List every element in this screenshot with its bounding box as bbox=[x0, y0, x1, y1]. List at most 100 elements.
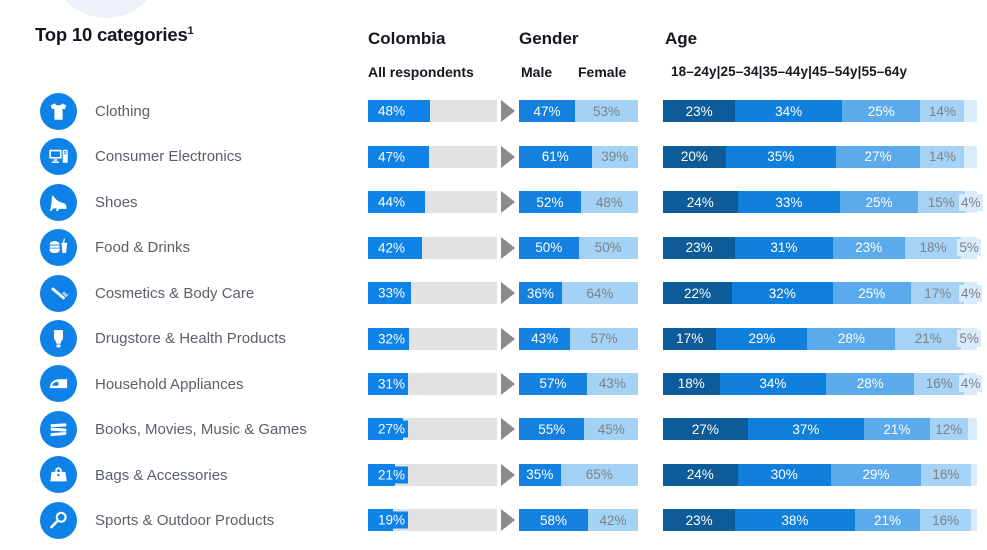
arrow-right-icon bbox=[501, 372, 515, 395]
age-segment-35-44y: 28% bbox=[807, 327, 896, 350]
category-row: Food & Drinks 42% 50% 50% 23% 31% 23% 18% 5% bbox=[0, 225, 987, 270]
age-segment-45-54y: 16% bbox=[921, 463, 971, 486]
category-row: Cosmetics & Body Care 33% 36% 64% 22% 32%… bbox=[0, 271, 987, 316]
category-row: Books, Movies, Music & Games 27% 55% 45%… bbox=[0, 407, 987, 452]
colombia-bar: 27% bbox=[368, 418, 497, 441]
female-segment: 45% bbox=[584, 418, 638, 441]
age-value: 23% bbox=[685, 512, 713, 528]
age-segment-55-64y bbox=[967, 418, 977, 441]
age-value: 18% bbox=[677, 376, 705, 392]
age-value: 4% bbox=[958, 375, 983, 393]
age-value: 24% bbox=[686, 467, 714, 483]
age-segment-35-44y: 29% bbox=[830, 463, 922, 486]
age-value: 28% bbox=[837, 331, 865, 346]
male-segment: 50% bbox=[519, 236, 579, 259]
colombia-bar: 32% bbox=[368, 327, 497, 350]
age-segment-25-34: 37% bbox=[747, 418, 864, 441]
category-row: Sports & Outdoor Products 19% 58% 42% 23… bbox=[0, 498, 987, 543]
age-value: 30% bbox=[770, 467, 798, 483]
category-label: Consumer Electronics bbox=[95, 148, 242, 166]
age-value: 28% bbox=[856, 376, 884, 392]
age-segment-45-54y: 16% bbox=[920, 509, 971, 532]
racket-icon bbox=[40, 501, 77, 539]
colombia-bar: 42% bbox=[368, 236, 497, 259]
age-segment-35-44y: 28% bbox=[826, 372, 915, 395]
page-title-text: Top 10 categories bbox=[35, 24, 188, 45]
age-segment-18-24y: 17% bbox=[663, 327, 717, 350]
toothbrush-icon bbox=[40, 274, 77, 312]
age-value: 4% bbox=[959, 193, 983, 211]
age-value: 21% bbox=[873, 512, 902, 528]
female-segment: 64% bbox=[561, 282, 638, 305]
handbag-icon bbox=[40, 456, 77, 494]
age-segment-35-44y: 27% bbox=[835, 145, 921, 168]
colombia-bar-value: 47% bbox=[375, 148, 409, 166]
male-segment: 47% bbox=[519, 100, 575, 123]
male-segment: 52% bbox=[519, 191, 581, 214]
arrow-right-icon bbox=[501, 236, 515, 259]
age-value: 27% bbox=[691, 421, 719, 437]
age-value: 14% bbox=[926, 148, 958, 166]
colombia-bar-value: 27% bbox=[375, 420, 409, 438]
age-value: 34% bbox=[775, 103, 803, 119]
male-segment: 35% bbox=[519, 463, 561, 486]
age-segment-18-24y: 23% bbox=[663, 236, 736, 259]
category-row: Clothing 48% 47% 53% 23% 34% 25% 14% bbox=[0, 89, 987, 134]
category-label: Drugstore & Health Products bbox=[95, 330, 286, 348]
age-segment-45-54y: 17% bbox=[911, 282, 965, 305]
age-segment-45-54y: 21% bbox=[895, 327, 962, 350]
male-value: 58% bbox=[539, 512, 568, 528]
female-value: 57% bbox=[590, 331, 618, 346]
age-segment-45-54y: 12% bbox=[929, 418, 968, 441]
colombia-bar-value: 33% bbox=[375, 284, 409, 302]
arrow-right-icon bbox=[501, 509, 515, 532]
age-bar: 27% 37% 21% 12% bbox=[663, 418, 977, 441]
male-value: 43% bbox=[531, 331, 559, 346]
age-value: 24% bbox=[686, 194, 714, 210]
age-segment-55-64y: 4% bbox=[958, 282, 983, 305]
female-value: 39% bbox=[601, 149, 629, 165]
category-label: Cosmetics & Body Care bbox=[95, 284, 255, 302]
male-segment: 57% bbox=[519, 372, 587, 395]
age-segment-55-64y bbox=[964, 100, 977, 123]
age-value: 14% bbox=[926, 102, 958, 120]
male-segment: 58% bbox=[519, 509, 589, 532]
age-segment-55-64y bbox=[970, 509, 977, 532]
colombia-bar: 19% bbox=[368, 509, 497, 532]
male-column-label: Male bbox=[521, 64, 553, 80]
age-value: 18% bbox=[917, 239, 949, 257]
arrow-right-icon bbox=[501, 100, 515, 123]
age-scale-labels: 18–24y|25–34|35–44y|45–54y|55–64y bbox=[671, 64, 908, 79]
age-column-header: Age bbox=[665, 29, 698, 48]
category-row: Household Appliances 31% 57% 43% 18% 34% 2… bbox=[0, 361, 987, 406]
female-segment: 43% bbox=[586, 372, 638, 395]
age-value: 17% bbox=[676, 331, 704, 346]
age-segment-25-34: 35% bbox=[725, 145, 836, 168]
age-segment-55-64y: 5% bbox=[957, 236, 981, 259]
female-segment: 42% bbox=[588, 509, 638, 532]
tshirt-icon bbox=[40, 92, 77, 130]
age-value: 22% bbox=[684, 285, 712, 301]
age-bar: 17% 29% 28% 21% 5% bbox=[663, 327, 981, 350]
age-segment-55-64y bbox=[964, 145, 977, 168]
age-segment-25-34: 34% bbox=[735, 100, 842, 123]
age-value: 5% bbox=[957, 239, 981, 257]
age-segment-35-44y: 21% bbox=[863, 418, 930, 441]
age-segment-55-64y: 4% bbox=[959, 191, 983, 214]
age-segment-45-54y: 16% bbox=[914, 372, 965, 395]
arrow-right-icon bbox=[501, 327, 515, 350]
female-segment: 65% bbox=[560, 463, 638, 486]
age-value: 31% bbox=[770, 240, 798, 256]
age-value: 37% bbox=[792, 421, 820, 437]
age-segment-55-64y: 5% bbox=[957, 327, 981, 350]
age-value: 35% bbox=[767, 149, 795, 165]
colombia-subheader: All respondents bbox=[368, 64, 474, 80]
age-bar: 24% 30% 29% 16% bbox=[663, 463, 977, 486]
age-value: 25% bbox=[858, 285, 886, 301]
age-bar: 20% 35% 27% 14% bbox=[663, 145, 977, 168]
age-segment-18-24y: 24% bbox=[663, 463, 738, 486]
category-label: Books, Movies, Music & Games bbox=[95, 421, 307, 439]
colombia-bar-value: 48% bbox=[375, 102, 409, 120]
age-segment-25-34: 38% bbox=[735, 509, 855, 532]
age-bar: 24% 33% 25% 15% 4% bbox=[663, 191, 983, 214]
